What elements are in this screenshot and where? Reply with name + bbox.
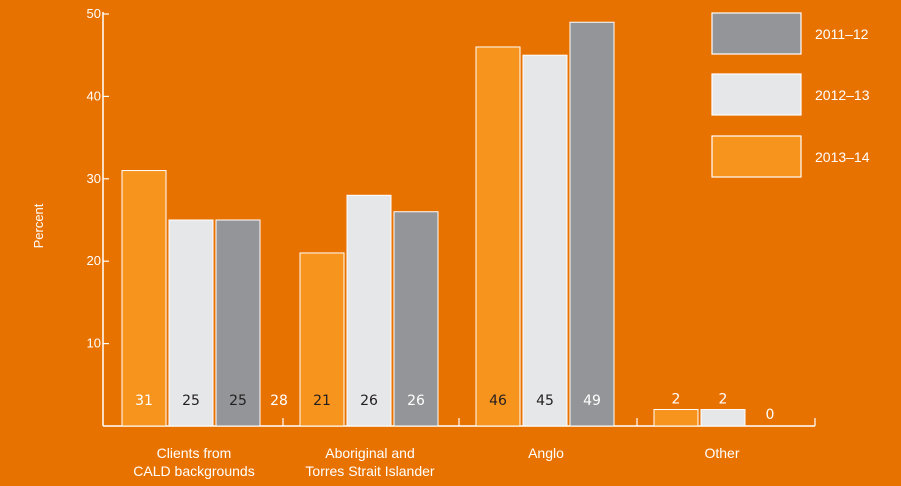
data-label: 25 xyxy=(182,393,200,409)
legend-swatch xyxy=(711,135,802,178)
data-label: 0 xyxy=(766,407,775,423)
y-tick-label: 50 xyxy=(87,6,101,21)
data-label: 26 xyxy=(360,393,378,409)
bar xyxy=(168,219,214,427)
data-label: 21 xyxy=(313,393,331,409)
bar xyxy=(393,211,439,427)
y-tick-label: 10 xyxy=(87,336,101,351)
category-label: Clients from xyxy=(157,445,232,461)
legend: 2011–12 2012–13 2013–14 xyxy=(711,12,870,178)
bar-labels: 31 25 25 28 21 26 26 46 45 49 2 2 0 xyxy=(135,392,774,423)
bar xyxy=(653,409,699,427)
data-label: 45 xyxy=(536,393,554,409)
bar xyxy=(215,219,261,427)
category-labels: Clients from CALD backgrounds Aboriginal a… xyxy=(133,445,740,479)
bars xyxy=(121,21,746,427)
data-label: 46 xyxy=(489,393,507,409)
bar xyxy=(475,46,521,427)
data-label: 49 xyxy=(583,393,601,409)
data-label: 25 xyxy=(229,393,247,409)
bar xyxy=(346,194,392,427)
legend-label: 2012–13 xyxy=(815,87,870,103)
bar xyxy=(569,21,615,427)
data-label: 2 xyxy=(719,392,728,408)
category-label: Other xyxy=(704,445,739,461)
legend-swatch xyxy=(711,12,802,55)
bar xyxy=(522,54,568,427)
legend-swatch xyxy=(711,73,802,116)
bar xyxy=(299,252,345,427)
category-label: Aboriginal and xyxy=(325,445,415,461)
y-tick-label: 30 xyxy=(87,171,101,186)
legend-label: 2011–12 xyxy=(815,26,869,42)
data-label: 28 xyxy=(270,393,288,409)
data-label: 26 xyxy=(407,393,425,409)
y-tick-label: 40 xyxy=(87,88,101,103)
category-label: CALD backgrounds xyxy=(133,463,254,479)
y-tick-label: 20 xyxy=(87,253,101,268)
bar xyxy=(700,409,746,427)
data-label: 2 xyxy=(672,392,681,408)
category-label: Torres Strait Islander xyxy=(305,463,434,479)
bar xyxy=(121,170,167,427)
category-label: Anglo xyxy=(528,445,564,461)
data-label: 31 xyxy=(135,393,153,409)
legend-label: 2013–14 xyxy=(815,149,870,165)
y-axis-title: Percent xyxy=(31,203,46,248)
